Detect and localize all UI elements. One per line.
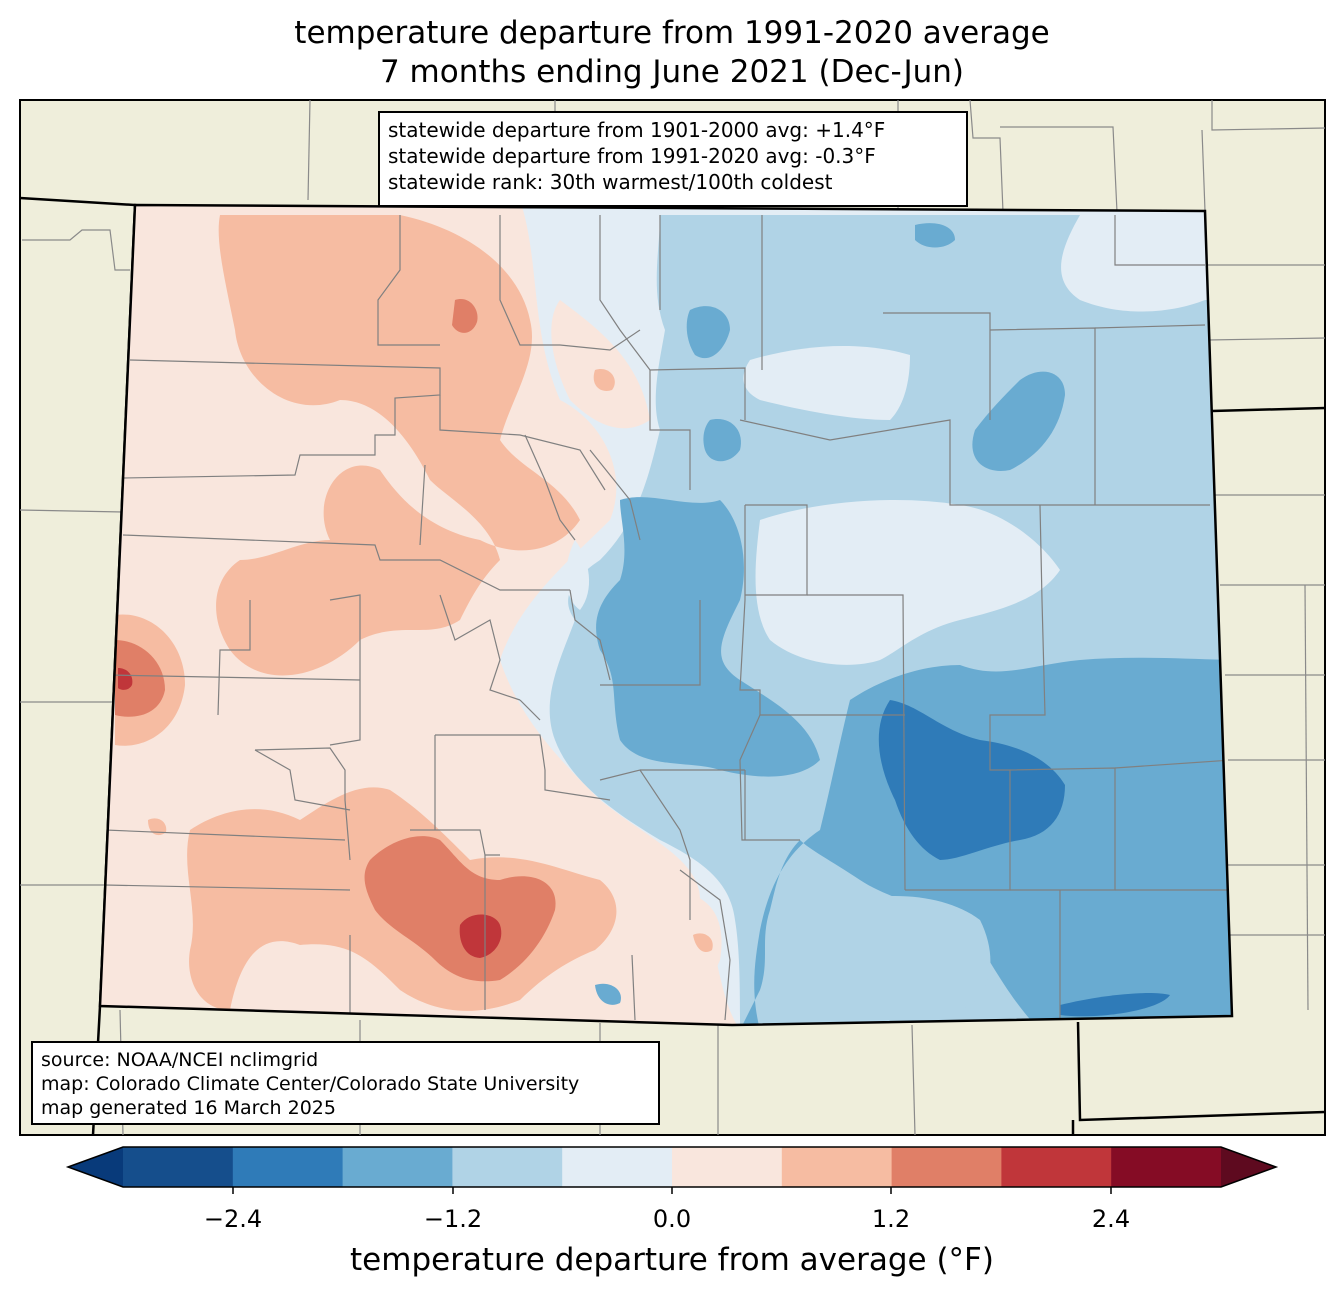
stats-line-1901-2000: statewide departure from 1901-2000 avg: … xyxy=(388,118,886,142)
colorbar-tick-label: 1.2 xyxy=(871,1205,911,1233)
contour-southwest-hot xyxy=(459,914,502,958)
colorbar-tick-label: 2.4 xyxy=(1091,1205,1131,1233)
colorbar xyxy=(65,1146,1279,1194)
colorbar-bin xyxy=(891,1147,1002,1187)
map-credit-line: map: Colorado Climate Center/Colorado St… xyxy=(41,1073,580,1095)
colorbar-bin xyxy=(342,1147,453,1187)
colorado-border xyxy=(98,203,1234,1027)
source-line: source: NOAA/NCEI nclimgrid xyxy=(41,1049,319,1071)
colorbar-tick-label: −2.4 xyxy=(203,1205,263,1233)
colorbar-tick-label: 0.0 xyxy=(652,1205,692,1233)
colorbar-extend-high xyxy=(1221,1147,1276,1187)
colorbar-bin xyxy=(672,1147,783,1187)
colorbar-bin xyxy=(1111,1147,1222,1187)
colorbar-bin xyxy=(232,1147,344,1187)
colorbar-label: temperature departure from average (°F) xyxy=(350,1242,994,1278)
contour-southeast-cold xyxy=(878,700,1065,860)
generated-date-line: map generated 16 March 2025 xyxy=(41,1097,336,1119)
colorbar-bin xyxy=(562,1147,673,1187)
colorbar-tick-label: −1.2 xyxy=(423,1205,483,1233)
county-lines xyxy=(104,215,1232,1021)
colorbar-bin xyxy=(1001,1147,1112,1187)
source-box: source: NOAA/NCEI nclimgrid map: Colorad… xyxy=(31,1041,660,1125)
contour-southwest-warmer xyxy=(364,836,556,982)
stats-line-1991-2020: statewide departure from 1991-2020 avg: … xyxy=(388,144,876,168)
map-title-line2: 7 months ending June 2021 (Dec-Jun) xyxy=(379,54,965,90)
map-title-line1: temperature departure from 1991-2020 ave… xyxy=(294,15,1050,51)
colorbar-bin xyxy=(123,1147,234,1187)
colorbar-bin xyxy=(452,1147,563,1187)
colorbar-bin xyxy=(781,1147,893,1187)
temperature-contours xyxy=(100,205,1232,1025)
statewide-stats-box: statewide departure from 1901-2000 avg: … xyxy=(378,111,968,207)
stats-line-rank: statewide rank: 30th warmest/100th colde… xyxy=(388,170,833,194)
contour-east-cooler xyxy=(596,497,820,777)
colorbar-extend-low xyxy=(68,1147,123,1187)
contour-northwest-warm xyxy=(216,215,581,676)
colorbar-outline xyxy=(65,1146,1279,1188)
